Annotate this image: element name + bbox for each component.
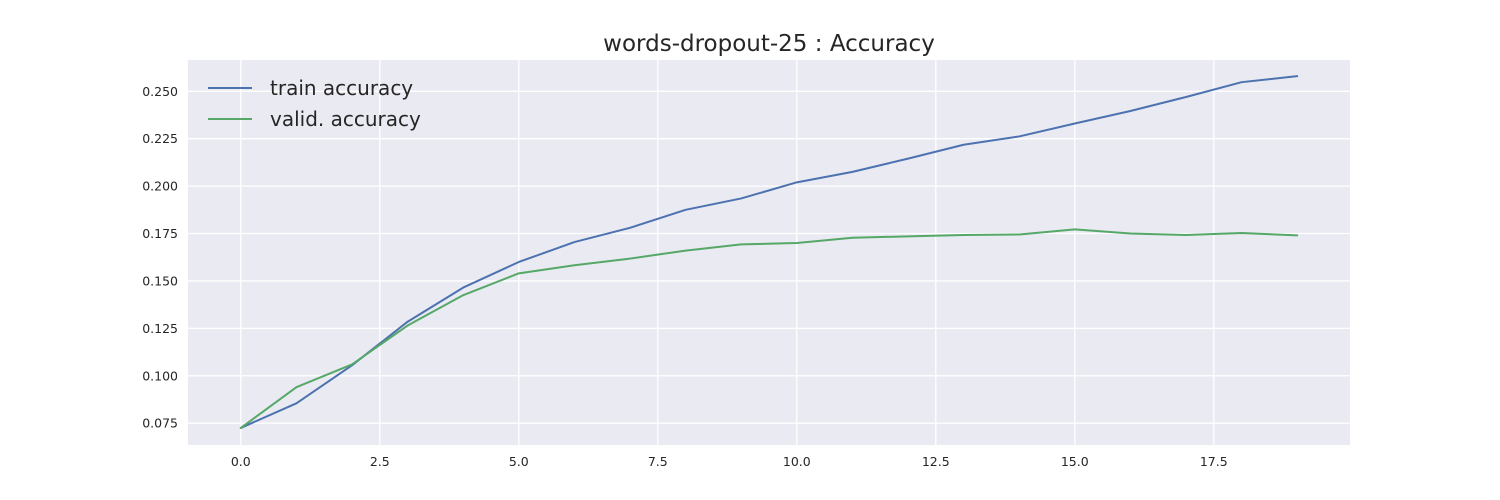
y-tick-label: 0.175 [142,226,178,241]
series-lines [239,75,1299,429]
chart-title: words-dropout-25 : Accuracy [603,31,935,57]
series-line-valid-accuracy [239,228,1299,429]
x-tick-label: 17.5 [1200,454,1228,469]
x-tick-label: 0.0 [231,454,251,469]
plot-area [188,60,1350,445]
y-tick-label: 0.125 [142,321,178,336]
axis-ticks: 0.0 2.5 5.0 7.5 10.0 12.5 15.0 17.5 0.075 0.100 0.… [142,84,1228,469]
legend-item: valid. accuracy [208,107,421,131]
series-line-train-accuracy [239,75,1299,429]
x-tick-label: 5.0 [509,454,529,469]
y-tick-label: 0.200 [142,179,178,194]
y-tick-label: 0.250 [142,84,178,99]
legend: train accuracy valid. accuracy [208,76,421,131]
y-tick-label: 0.100 [142,368,178,383]
y-tick-label: 0.225 [142,131,178,146]
grid [188,60,1350,445]
legend-label: train accuracy [270,76,413,100]
x-tick-label: 15.0 [1061,454,1089,469]
y-tick-label: 0.075 [142,416,178,431]
x-tick-label: 10.0 [783,454,811,469]
x-tick-label: 2.5 [370,454,390,469]
legend-item: train accuracy [208,76,413,100]
y-tick-label: 0.150 [142,273,178,288]
x-tick-label: 7.5 [648,454,668,469]
x-tick-label: 12.5 [922,454,950,469]
legend-label: valid. accuracy [270,107,421,131]
